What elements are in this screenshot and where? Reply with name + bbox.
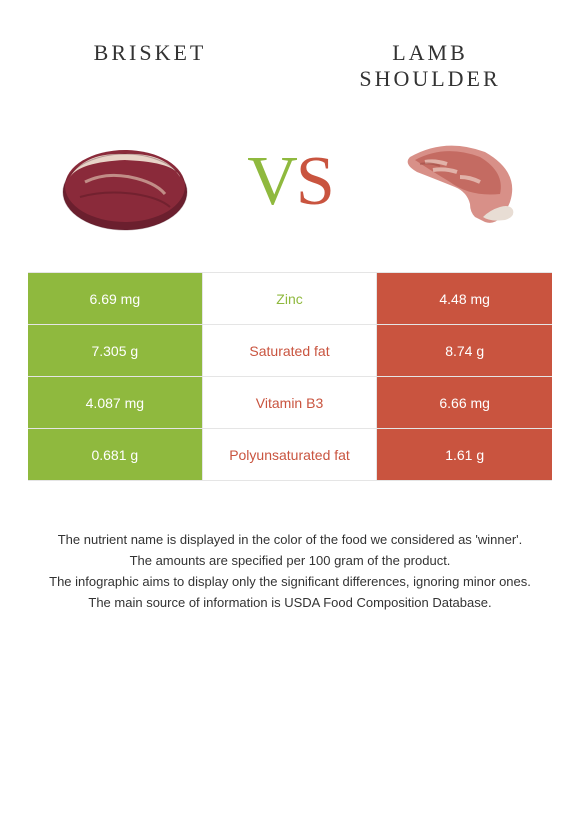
nutrient-label: Saturated fat bbox=[203, 325, 378, 376]
nutrient-label: Vitamin B3 bbox=[203, 377, 378, 428]
table-row: 7.305 g Saturated fat 8.74 g bbox=[28, 325, 552, 377]
value-right: 1.61 g bbox=[377, 429, 552, 480]
food-title-left: Brisket bbox=[50, 40, 250, 92]
value-left: 0.681 g bbox=[28, 429, 203, 480]
table-row: 4.087 mg Vitamin B3 6.66 mg bbox=[28, 377, 552, 429]
vs-v: V bbox=[247, 143, 296, 220]
nutrient-label: Zinc bbox=[203, 273, 378, 324]
hero-row: VS bbox=[0, 102, 580, 272]
nutrient-label: Polyunsaturated fat bbox=[203, 429, 378, 480]
comparison-table: 6.69 mg Zinc 4.48 mg 7.305 g Saturated f… bbox=[28, 272, 552, 481]
food-image-right bbox=[375, 122, 535, 242]
food-image-left bbox=[45, 122, 205, 242]
vs-label: VS bbox=[247, 147, 333, 217]
table-row: 6.69 mg Zinc 4.48 mg bbox=[28, 273, 552, 325]
value-right: 6.66 mg bbox=[377, 377, 552, 428]
header: Brisket Lamb shoulder bbox=[0, 0, 580, 102]
footnote-line: The main source of information is USDA F… bbox=[30, 594, 550, 613]
value-right: 8.74 g bbox=[377, 325, 552, 376]
value-left: 4.087 mg bbox=[28, 377, 203, 428]
vs-s: S bbox=[296, 143, 333, 220]
table-row: 0.681 g Polyunsaturated fat 1.61 g bbox=[28, 429, 552, 481]
footnote-line: The nutrient name is displayed in the co… bbox=[30, 531, 550, 550]
footnote-line: The infographic aims to display only the… bbox=[30, 573, 550, 592]
value-left: 6.69 mg bbox=[28, 273, 203, 324]
food-title-right: Lamb shoulder bbox=[330, 40, 530, 92]
footnotes: The nutrient name is displayed in the co… bbox=[30, 531, 550, 612]
footnote-line: The amounts are specified per 100 gram o… bbox=[30, 552, 550, 571]
value-right: 4.48 mg bbox=[377, 273, 552, 324]
value-left: 7.305 g bbox=[28, 325, 203, 376]
